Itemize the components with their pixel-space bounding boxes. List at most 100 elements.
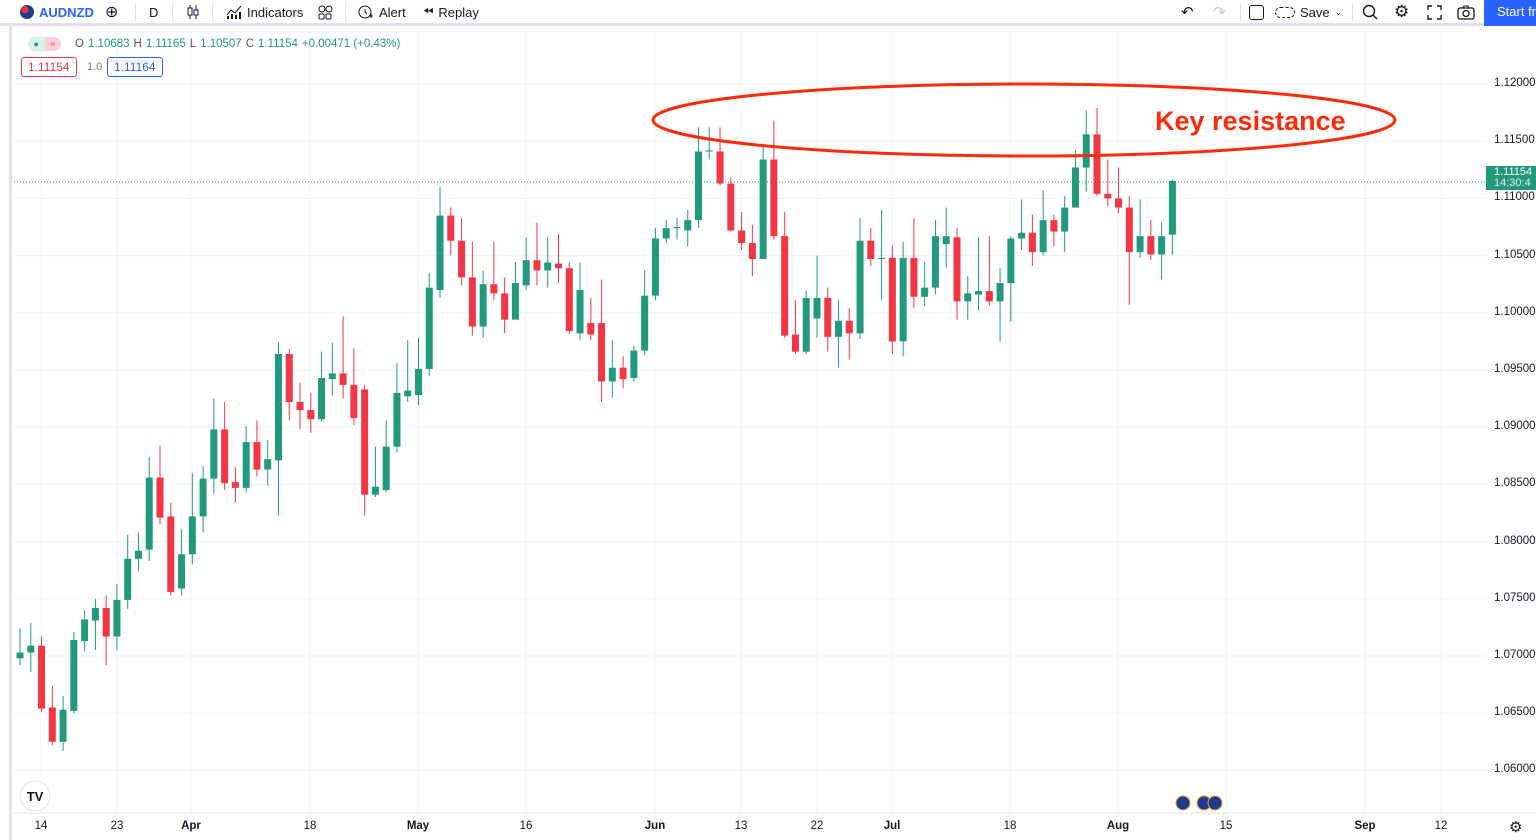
tradingview-logo[interactable]: TV <box>19 780 51 812</box>
templates-icon[interactable] <box>318 3 333 21</box>
resistance-ellipse[interactable] <box>651 82 1397 158</box>
event-flag-icon <box>1175 795 1191 811</box>
event-flags[interactable] <box>1175 795 1223 811</box>
candle <box>587 297 595 341</box>
candle <box>856 217 864 340</box>
candle <box>81 610 89 652</box>
change-value: +0.00471 (+0.43%) <box>301 38 401 50</box>
candle <box>608 340 616 398</box>
candle-body <box>1061 207 1069 232</box>
buy-button[interactable]: 1.11164 <box>107 57 163 77</box>
undo-icon[interactable]: ↶ <box>1181 4 1194 21</box>
candle <box>824 287 832 352</box>
candle-body <box>16 652 24 659</box>
candle <box>748 224 756 277</box>
search-icon[interactable] <box>1362 3 1378 21</box>
candle <box>425 272 433 376</box>
top-toolbar: AUDNZD ⊕ D Indicators Alert ⏪︎ Replay ↶ … <box>0 0 1536 26</box>
candle <box>533 222 541 286</box>
candle-body <box>210 429 218 479</box>
time-tick-label: 23 <box>110 820 124 832</box>
redo-icon[interactable]: ↷ <box>1213 4 1226 21</box>
interval-button[interactable]: D <box>149 4 159 20</box>
price-tick-label: 1.06000 <box>1494 763 1536 776</box>
status-pill[interactable]: ● ≈ <box>28 37 61 51</box>
high-value: 1.11165 <box>145 38 186 50</box>
symbol-button[interactable]: AUDNZD <box>20 3 94 21</box>
candle-body <box>339 373 347 385</box>
candle-body <box>425 287 433 369</box>
candle-body <box>167 516 175 592</box>
candle-body <box>81 619 89 642</box>
time-tick-label: Sep <box>1354 820 1376 832</box>
price-tick-label: 1.08500 <box>1494 477 1536 490</box>
candle-body <box>651 238 659 296</box>
alert-label: Alert <box>379 4 406 20</box>
low-value: 1.10507 <box>200 38 242 50</box>
candle <box>393 363 401 453</box>
annotation-text[interactable]: Key resistance <box>1155 106 1346 136</box>
candle <box>522 237 530 290</box>
candle-body <box>490 284 498 294</box>
price-tick-label: 1.09500 <box>1494 363 1536 375</box>
candle-body <box>27 645 35 653</box>
candle <box>350 348 358 425</box>
add-symbol-icon[interactable]: ⊕ <box>105 4 119 21</box>
open-label: O <box>75 38 84 50</box>
candle-body <box>134 550 142 559</box>
candle-body <box>781 236 789 336</box>
candle <box>285 349 293 421</box>
time-tick-label: May <box>406 820 430 832</box>
time-tick-label: Jul <box>883 820 901 832</box>
price-tick-label: 1.08000 <box>1494 534 1536 547</box>
candle-body <box>1125 207 1133 253</box>
candle-body <box>641 295 649 351</box>
candle-body <box>759 159 767 260</box>
candle-body <box>307 410 315 420</box>
candle <box>113 583 121 651</box>
save-button[interactable]: Save ⌄ <box>1275 3 1342 21</box>
sell-button[interactable]: 1.11154 <box>21 57 77 77</box>
candle <box>878 209 886 301</box>
alert-button[interactable]: Alert <box>357 3 406 21</box>
candle <box>565 262 573 335</box>
candle-body <box>662 228 670 239</box>
candle-body <box>608 367 616 382</box>
candle-body <box>350 384 358 419</box>
candle-body <box>565 268 573 332</box>
fullscreen-icon[interactable] <box>1427 3 1442 21</box>
candle <box>576 262 584 341</box>
candle-body <box>1168 180 1176 235</box>
price-tick-label: 1.10000 <box>1494 305 1536 318</box>
indicators-button[interactable]: Indicators <box>226 3 303 21</box>
replay-button[interactable]: ⏪︎ Replay <box>423 3 479 21</box>
candle-body <box>361 389 369 495</box>
price-tick-label: 1.07000 <box>1494 649 1536 661</box>
candle-body <box>824 297 832 337</box>
candle-body <box>910 257 918 297</box>
candle-body <box>996 283 1004 302</box>
axis-settings-gear-icon[interactable]: ⚙ <box>1509 819 1523 836</box>
candle <box>221 402 229 491</box>
candle <box>727 177 735 232</box>
candle-body <box>436 215 444 290</box>
candle-body <box>1093 134 1101 194</box>
gear-icon[interactable]: ⚙ <box>1394 2 1410 21</box>
candle-type-icon[interactable] <box>186 3 200 21</box>
camera-icon[interactable] <box>1457 3 1475 21</box>
candle-body <box>371 486 379 495</box>
candle <box>264 439 272 486</box>
candle-body <box>953 237 961 302</box>
alarm-clock-icon <box>358 5 373 19</box>
start-button[interactable]: Start fr <box>1484 0 1536 26</box>
price-tick-label: 1.07500 <box>1494 591 1536 604</box>
candle <box>705 127 713 160</box>
candle-body <box>242 442 250 488</box>
layout-icon[interactable] <box>1249 3 1264 21</box>
candle <box>910 217 918 309</box>
left-drawing-toolbar[interactable] <box>0 26 12 840</box>
price-tick-label: 1.09000 <box>1494 420 1536 433</box>
replay-label: Replay <box>438 4 479 20</box>
candle-body <box>188 516 196 555</box>
